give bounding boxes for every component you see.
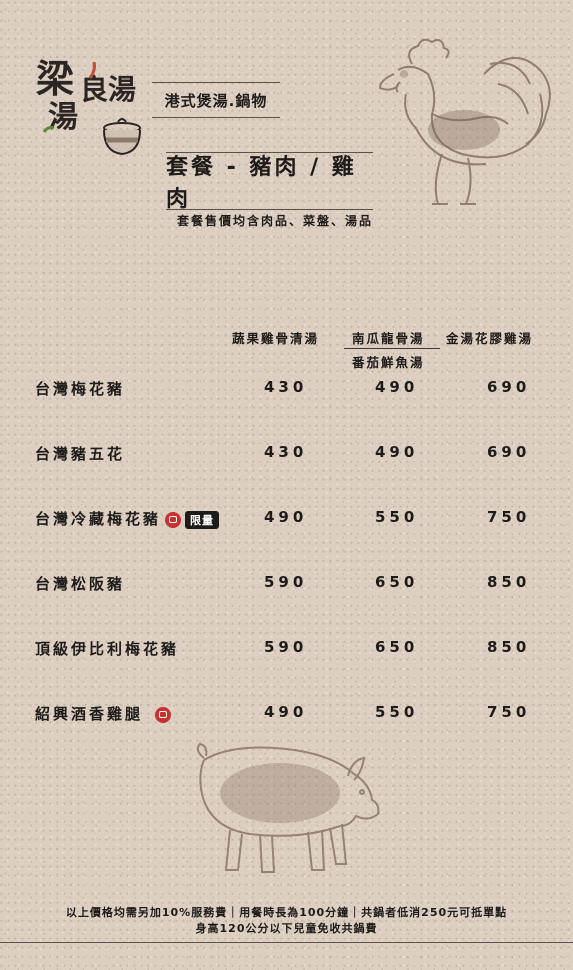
column-header-1: 蔬果雞骨清湯 (232, 331, 320, 346)
thumbs-up-icon (155, 706, 172, 723)
item-name: 台灣松阪豬 (35, 575, 126, 593)
price-col3: 690 (487, 378, 531, 396)
rooster-icon (378, 38, 551, 205)
price-col2: 490 (375, 443, 419, 461)
section-title: 套餐 - 豬肉 / 雞肉 (166, 152, 373, 212)
footer-line-1: 以上價格均需另加10%服務費｜用餐時長為100分鐘｜共鍋者低消250元可抵單點 (65, 906, 508, 919)
column-header-2: 南瓜龍骨湯 (352, 331, 425, 346)
price-col1: 430 (264, 443, 308, 461)
footer-divider (0, 942, 573, 943)
price-col2: 650 (375, 573, 419, 591)
limited-badge: 限量 (185, 510, 220, 529)
price-col1: 590 (264, 638, 308, 656)
price-col3: 690 (487, 443, 531, 461)
price-col3: 850 (487, 573, 531, 591)
column-header-3: 金湯花膠雞湯 (446, 331, 534, 346)
item-name: 台灣冷藏梅花豬 (35, 510, 162, 528)
logo-char-3: 湯 (108, 73, 137, 106)
item-name-with-badges: 台灣冷藏梅花豬 限量 (35, 508, 220, 529)
price-col3: 750 (487, 508, 531, 526)
item-name: 紹興酒香雞腿 (35, 705, 144, 723)
item-name-with-badges: 紹興酒香雞腿 (35, 703, 172, 724)
price-col2: 650 (375, 638, 419, 656)
price-col2: 490 (375, 378, 419, 396)
pot-icon (42, 61, 141, 156)
column-header-2-alt: 番茄鮮魚湯 (352, 355, 425, 370)
brand-logo: 梁 良 湯 湯 (30, 48, 150, 160)
price-col1: 430 (264, 378, 308, 396)
brand-subtitle: 港式煲湯.鍋物 (152, 82, 280, 118)
price-col2: 550 (375, 508, 419, 526)
section-note: 套餐售價均含肉品、菜盤、湯品 (176, 214, 373, 228)
footer-line-2: 身高120公分以下兒童免收共鍋費 (195, 922, 378, 935)
price-col3: 850 (487, 638, 531, 656)
price-col1: 590 (264, 573, 308, 591)
logo-char-1: 梁 (36, 56, 75, 101)
column-divider (344, 348, 440, 349)
thumbs-up-icon (165, 511, 182, 528)
logo-char-2: 良 (80, 73, 109, 106)
price-col1: 490 (264, 703, 308, 721)
price-col1: 490 (264, 508, 308, 526)
item-name: 台灣梅花豬 (35, 380, 126, 398)
price-col3: 750 (487, 703, 531, 721)
price-col2: 550 (375, 703, 419, 721)
item-name: 頂級伊比利梅花豬 (35, 640, 180, 658)
pig-icon (196, 742, 380, 873)
item-name: 台灣豬五花 (35, 445, 126, 463)
